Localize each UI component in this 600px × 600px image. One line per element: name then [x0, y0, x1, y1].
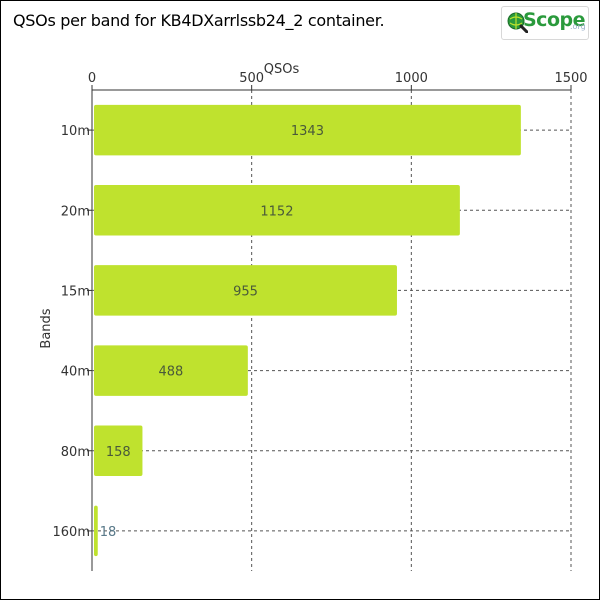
y-axis-title: Bands: [39, 308, 54, 348]
x-tick-label: 0: [88, 71, 96, 86]
x-tick-label: 1500: [554, 71, 587, 86]
data-label-10m: 1343: [291, 124, 324, 139]
y-tick-label: 160m: [53, 525, 90, 540]
bar-15m: [94, 265, 397, 316]
data-label-80m: 158: [106, 445, 131, 460]
globe-icon: [507, 12, 528, 33]
y-tick-label: 80m: [61, 445, 90, 460]
data-label-160m: 18: [100, 525, 117, 540]
y-tick-label: 15m: [61, 284, 90, 299]
data-label-40m: 488: [159, 365, 184, 380]
bar-80m: [94, 425, 143, 477]
y-tick-label: 20m: [61, 204, 90, 219]
x-tick-label: 1000: [395, 71, 428, 86]
y-tick-label: 10m: [61, 124, 90, 139]
data-label-20m: 1152: [260, 204, 293, 219]
y-tick-label: 40m: [61, 365, 90, 380]
bar-160m: [94, 505, 98, 557]
logo-brand-suffix: .org: [570, 22, 586, 31]
chart-title: QSOs per band for KB4DXarrlssb24_2 conta…: [13, 11, 385, 30]
bar-40m: [94, 345, 248, 396]
x-tick-label: 500: [239, 71, 264, 86]
x-axis-title: QSOs: [264, 62, 300, 77]
data-label-15m: 955: [233, 284, 258, 299]
qscope-logo[interactable]: Scope .org: [501, 6, 589, 40]
bar-20m: [94, 184, 460, 236]
bar-10m: [94, 104, 521, 156]
logo-brand-text: Scope: [523, 9, 586, 31]
